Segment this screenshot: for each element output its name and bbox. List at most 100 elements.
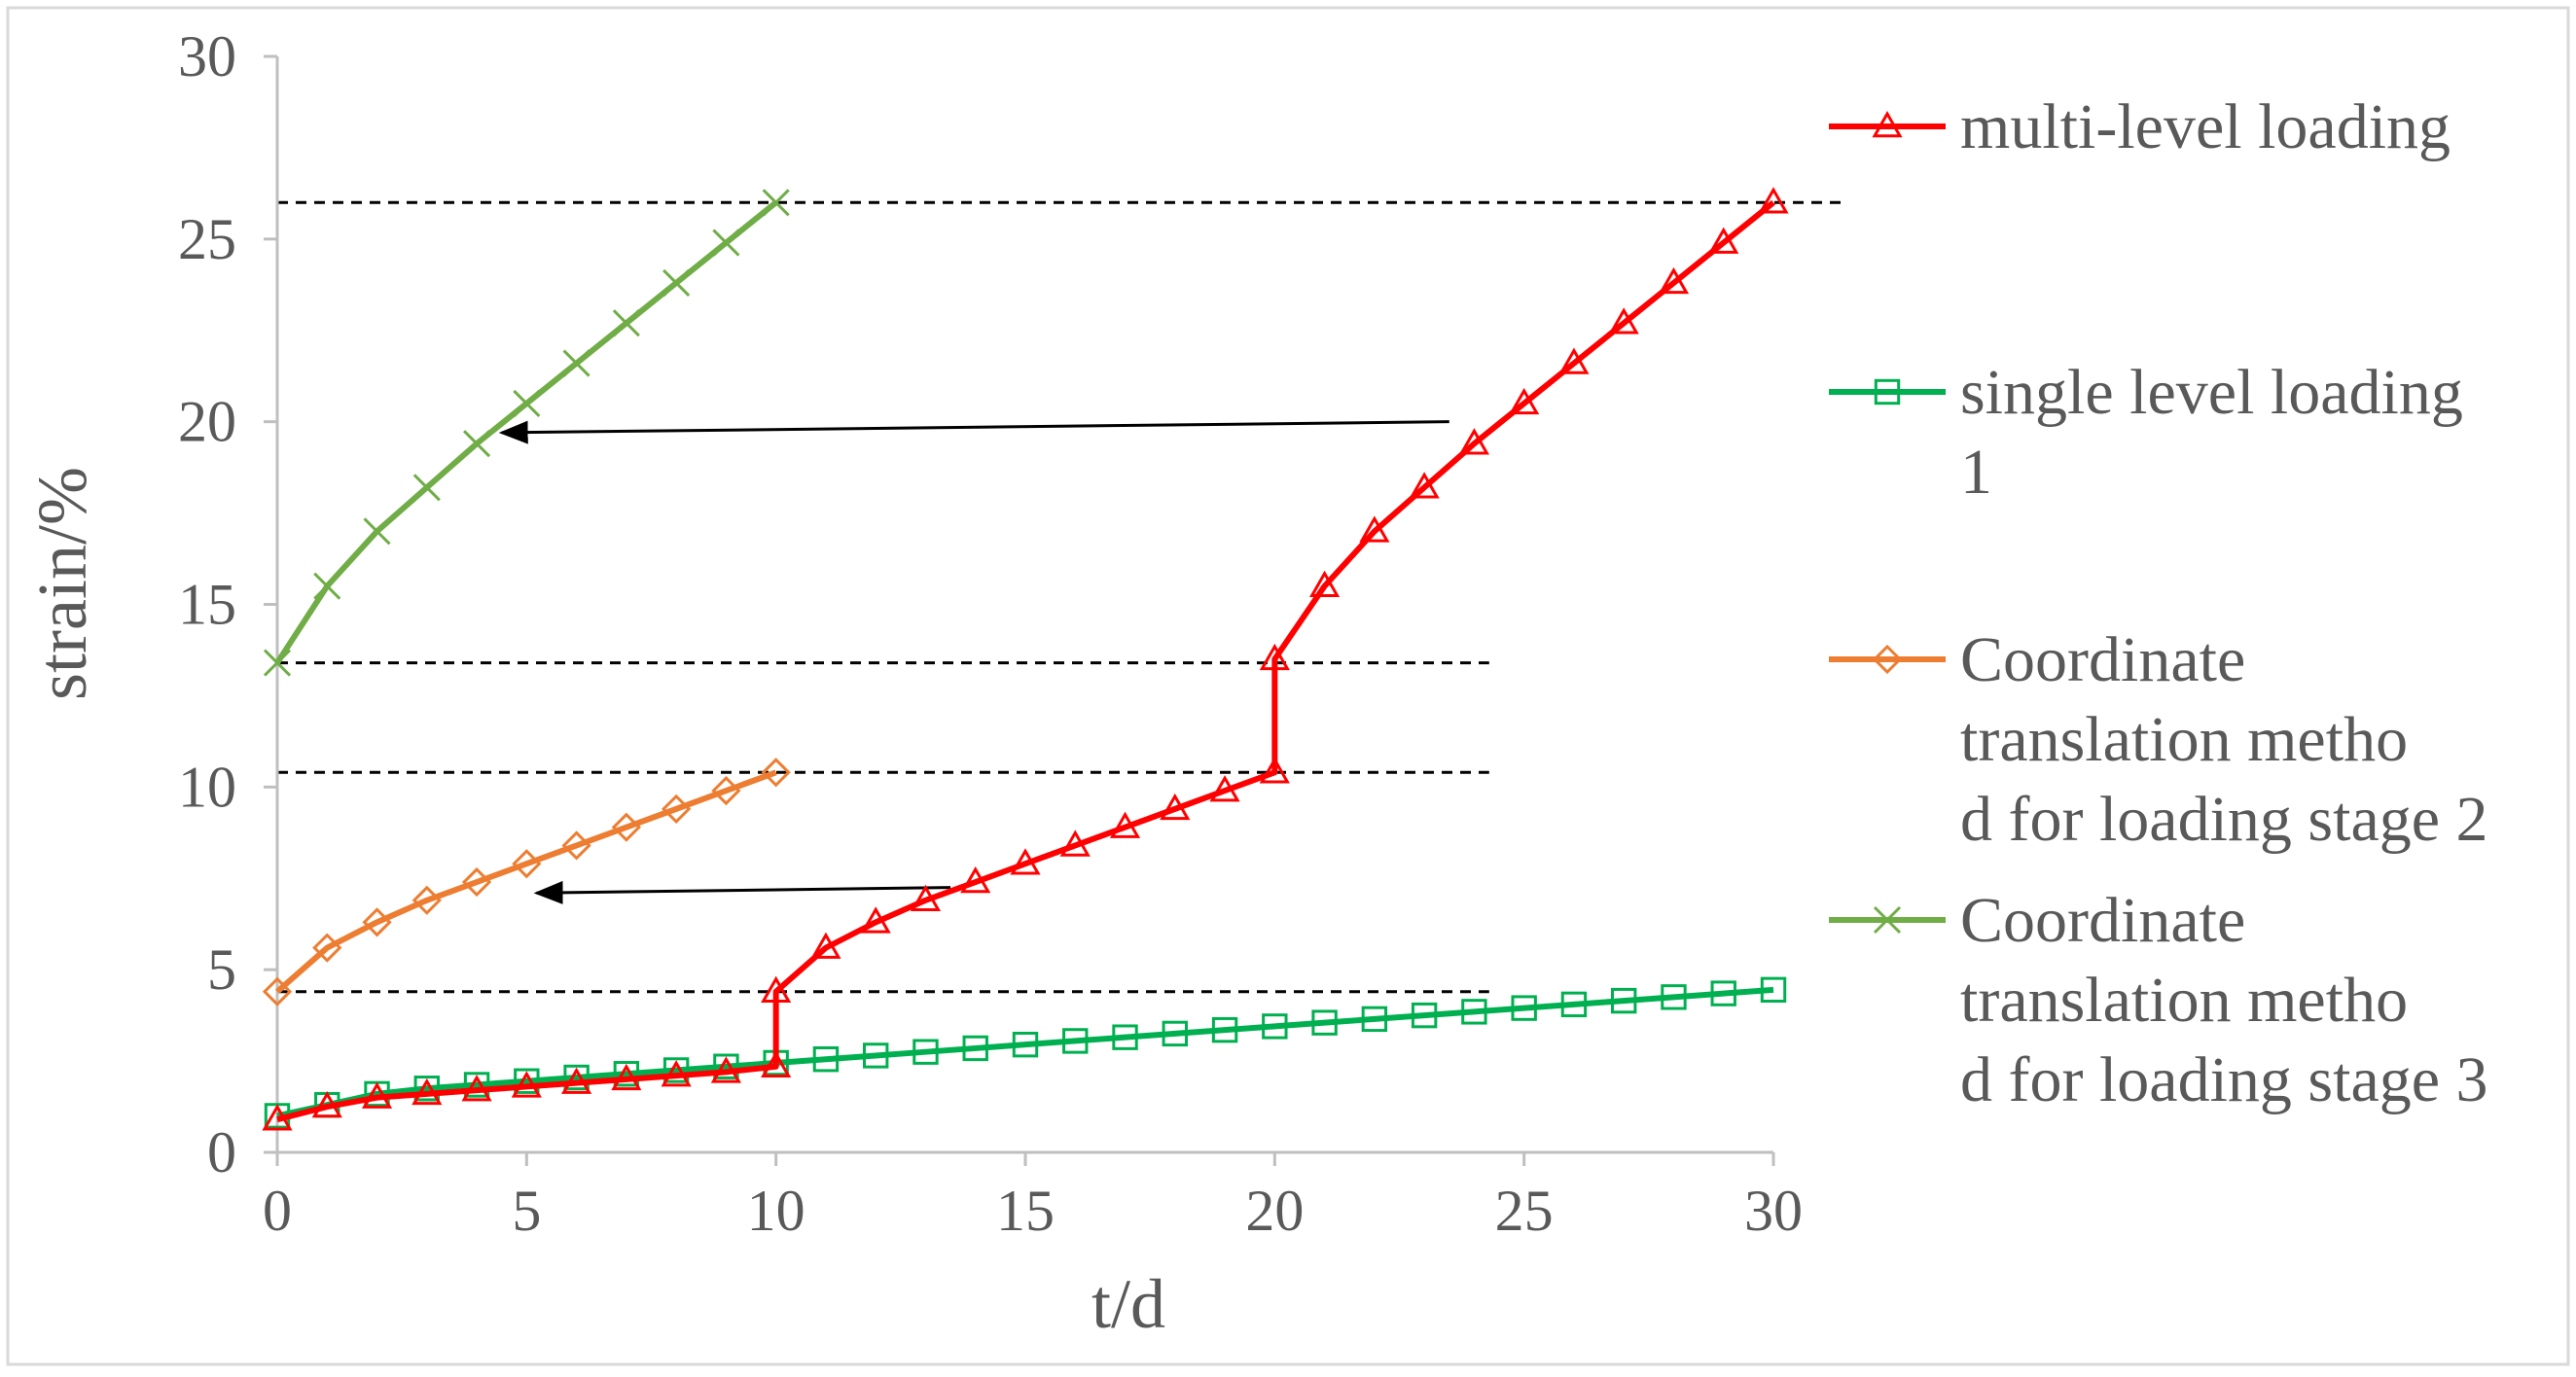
x-marker	[762, 189, 790, 217]
triangle-marker	[960, 865, 991, 894]
data-series	[262, 187, 1789, 1131]
diamond-marker	[611, 812, 641, 842]
triangle-marker	[1708, 227, 1739, 254]
legend-item-2: single level loading 1	[1829, 357, 2463, 508]
diamond-marker	[761, 758, 791, 788]
x-tick-label: 20	[1245, 1179, 1304, 1243]
triangle-marker	[511, 1071, 542, 1098]
x-tick-label: 0	[263, 1179, 292, 1243]
x-marker	[612, 309, 640, 337]
chart-border	[6, 6, 2570, 1366]
triangle-marker	[910, 884, 942, 912]
y-tick-label: 10	[178, 755, 236, 819]
square-marker	[662, 1057, 690, 1083]
x-tick-label: 5	[512, 1179, 541, 1243]
square-marker	[1710, 980, 1736, 1006]
y-tick-label: 5	[207, 937, 236, 1002]
triangle-marker	[1558, 347, 1590, 374]
square-marker	[962, 1035, 988, 1062]
shift-arrow	[498, 420, 1449, 444]
x-marker	[363, 517, 391, 546]
diamond-marker	[561, 830, 591, 861]
square-marker	[863, 1042, 889, 1069]
square-marker	[1211, 1016, 1238, 1043]
triangle-marker	[710, 1056, 741, 1083]
square-marker	[1112, 1024, 1138, 1050]
square-marker	[1311, 1009, 1338, 1036]
reference-lines	[277, 200, 1848, 994]
legend-label: multi-level loading	[1960, 91, 2451, 162]
series-2	[264, 976, 1787, 1129]
square-marker	[1361, 1006, 1388, 1033]
triangle-marker	[361, 1081, 393, 1109]
square-marker	[1874, 378, 1901, 406]
triangle-marker	[761, 1050, 792, 1077]
series-1	[262, 187, 1789, 1131]
square-marker	[713, 1053, 739, 1079]
triangle-marker	[1458, 428, 1489, 455]
triangle-marker	[1259, 643, 1290, 671]
legend-item-1: multi-level loading	[1829, 91, 2451, 162]
triangle-marker	[1209, 775, 1240, 802]
x-marker	[412, 474, 441, 502]
x-axis-title: t/d	[1091, 1265, 1165, 1343]
x-marker	[513, 389, 541, 417]
diamond-marker	[1872, 644, 1903, 675]
triangle-marker	[1509, 387, 1540, 415]
y-tick-label: 20	[178, 390, 236, 454]
series-4	[263, 189, 790, 677]
x-marker	[1873, 905, 1902, 935]
square-marker	[912, 1039, 939, 1065]
arrows	[498, 420, 1449, 904]
square-marker	[1411, 1002, 1438, 1029]
diamond-marker	[711, 775, 741, 806]
series-3	[262, 758, 791, 1006]
triangle-marker	[1010, 848, 1041, 875]
square-marker	[514, 1068, 540, 1094]
diamond-marker	[312, 933, 342, 963]
y-tick-label: 15	[178, 573, 236, 637]
square-marker	[1012, 1031, 1039, 1058]
x-marker	[313, 572, 341, 600]
triangle-marker	[1309, 570, 1341, 597]
triangle-marker	[262, 1104, 293, 1131]
x-marker	[562, 349, 590, 377]
x-tick-label: 30	[1744, 1179, 1803, 1243]
legend: multi-level loading single level loading 1…	[1829, 91, 2488, 1115]
square-marker	[1511, 995, 1537, 1021]
x-marker	[712, 229, 740, 257]
shift-arrow	[533, 880, 951, 904]
legend-label: single level loading 1	[1960, 357, 2463, 508]
triangle-marker	[1409, 472, 1440, 499]
square-marker	[413, 1076, 441, 1102]
diamond-marker	[262, 976, 293, 1006]
series-line	[275, 769, 777, 994]
square-marker	[812, 1046, 840, 1073]
square-marker	[1611, 987, 1637, 1014]
triangle-marker	[810, 932, 841, 959]
diamond-marker	[512, 849, 542, 879]
triangle-marker	[1059, 830, 1091, 857]
y-tick-label: 0	[207, 1120, 236, 1184]
triangle-marker	[860, 906, 891, 934]
triangle-marker	[661, 1060, 692, 1087]
square-marker	[563, 1064, 590, 1091]
diamond-marker	[411, 885, 442, 915]
x-tick-label: 15	[996, 1179, 1055, 1243]
series-line	[276, 986, 1774, 1119]
square-marker	[1760, 976, 1787, 1004]
triangle-marker	[761, 975, 792, 1003]
triangle-marker	[1658, 266, 1690, 295]
x-marker	[463, 430, 491, 458]
square-marker	[1262, 1013, 1288, 1040]
y-tick-label: 25	[178, 207, 236, 271]
triangle-marker	[1259, 757, 1290, 784]
square-marker	[1560, 991, 1588, 1018]
legend-item-3: Coordinate translation metho d for loading…	[1829, 624, 2488, 855]
triangle-marker	[1872, 110, 1903, 138]
triangle-marker	[461, 1075, 492, 1102]
legend-label: Coordinate translation metho d for loading…	[1960, 885, 2488, 1115]
square-marker	[1661, 984, 1687, 1010]
y-axis-title: strain/%	[23, 467, 101, 700]
